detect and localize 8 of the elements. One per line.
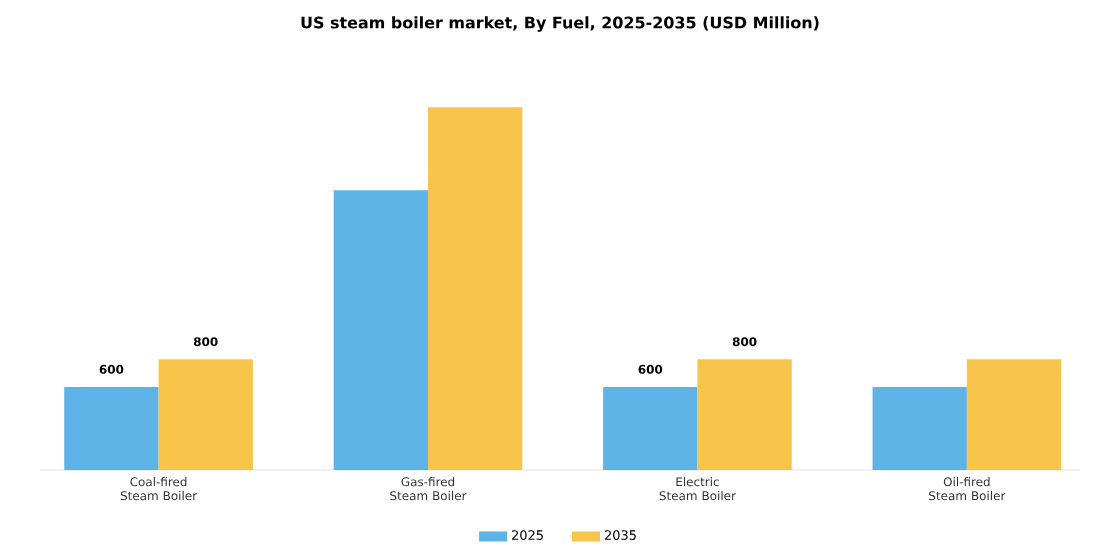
bar: [427, 107, 523, 470]
bar: [697, 359, 792, 470]
bar: [603, 386, 698, 470]
bar: [872, 386, 967, 470]
bar: [64, 386, 159, 470]
bar: [333, 190, 428, 470]
bar: [966, 359, 1062, 470]
bar: [158, 359, 253, 470]
